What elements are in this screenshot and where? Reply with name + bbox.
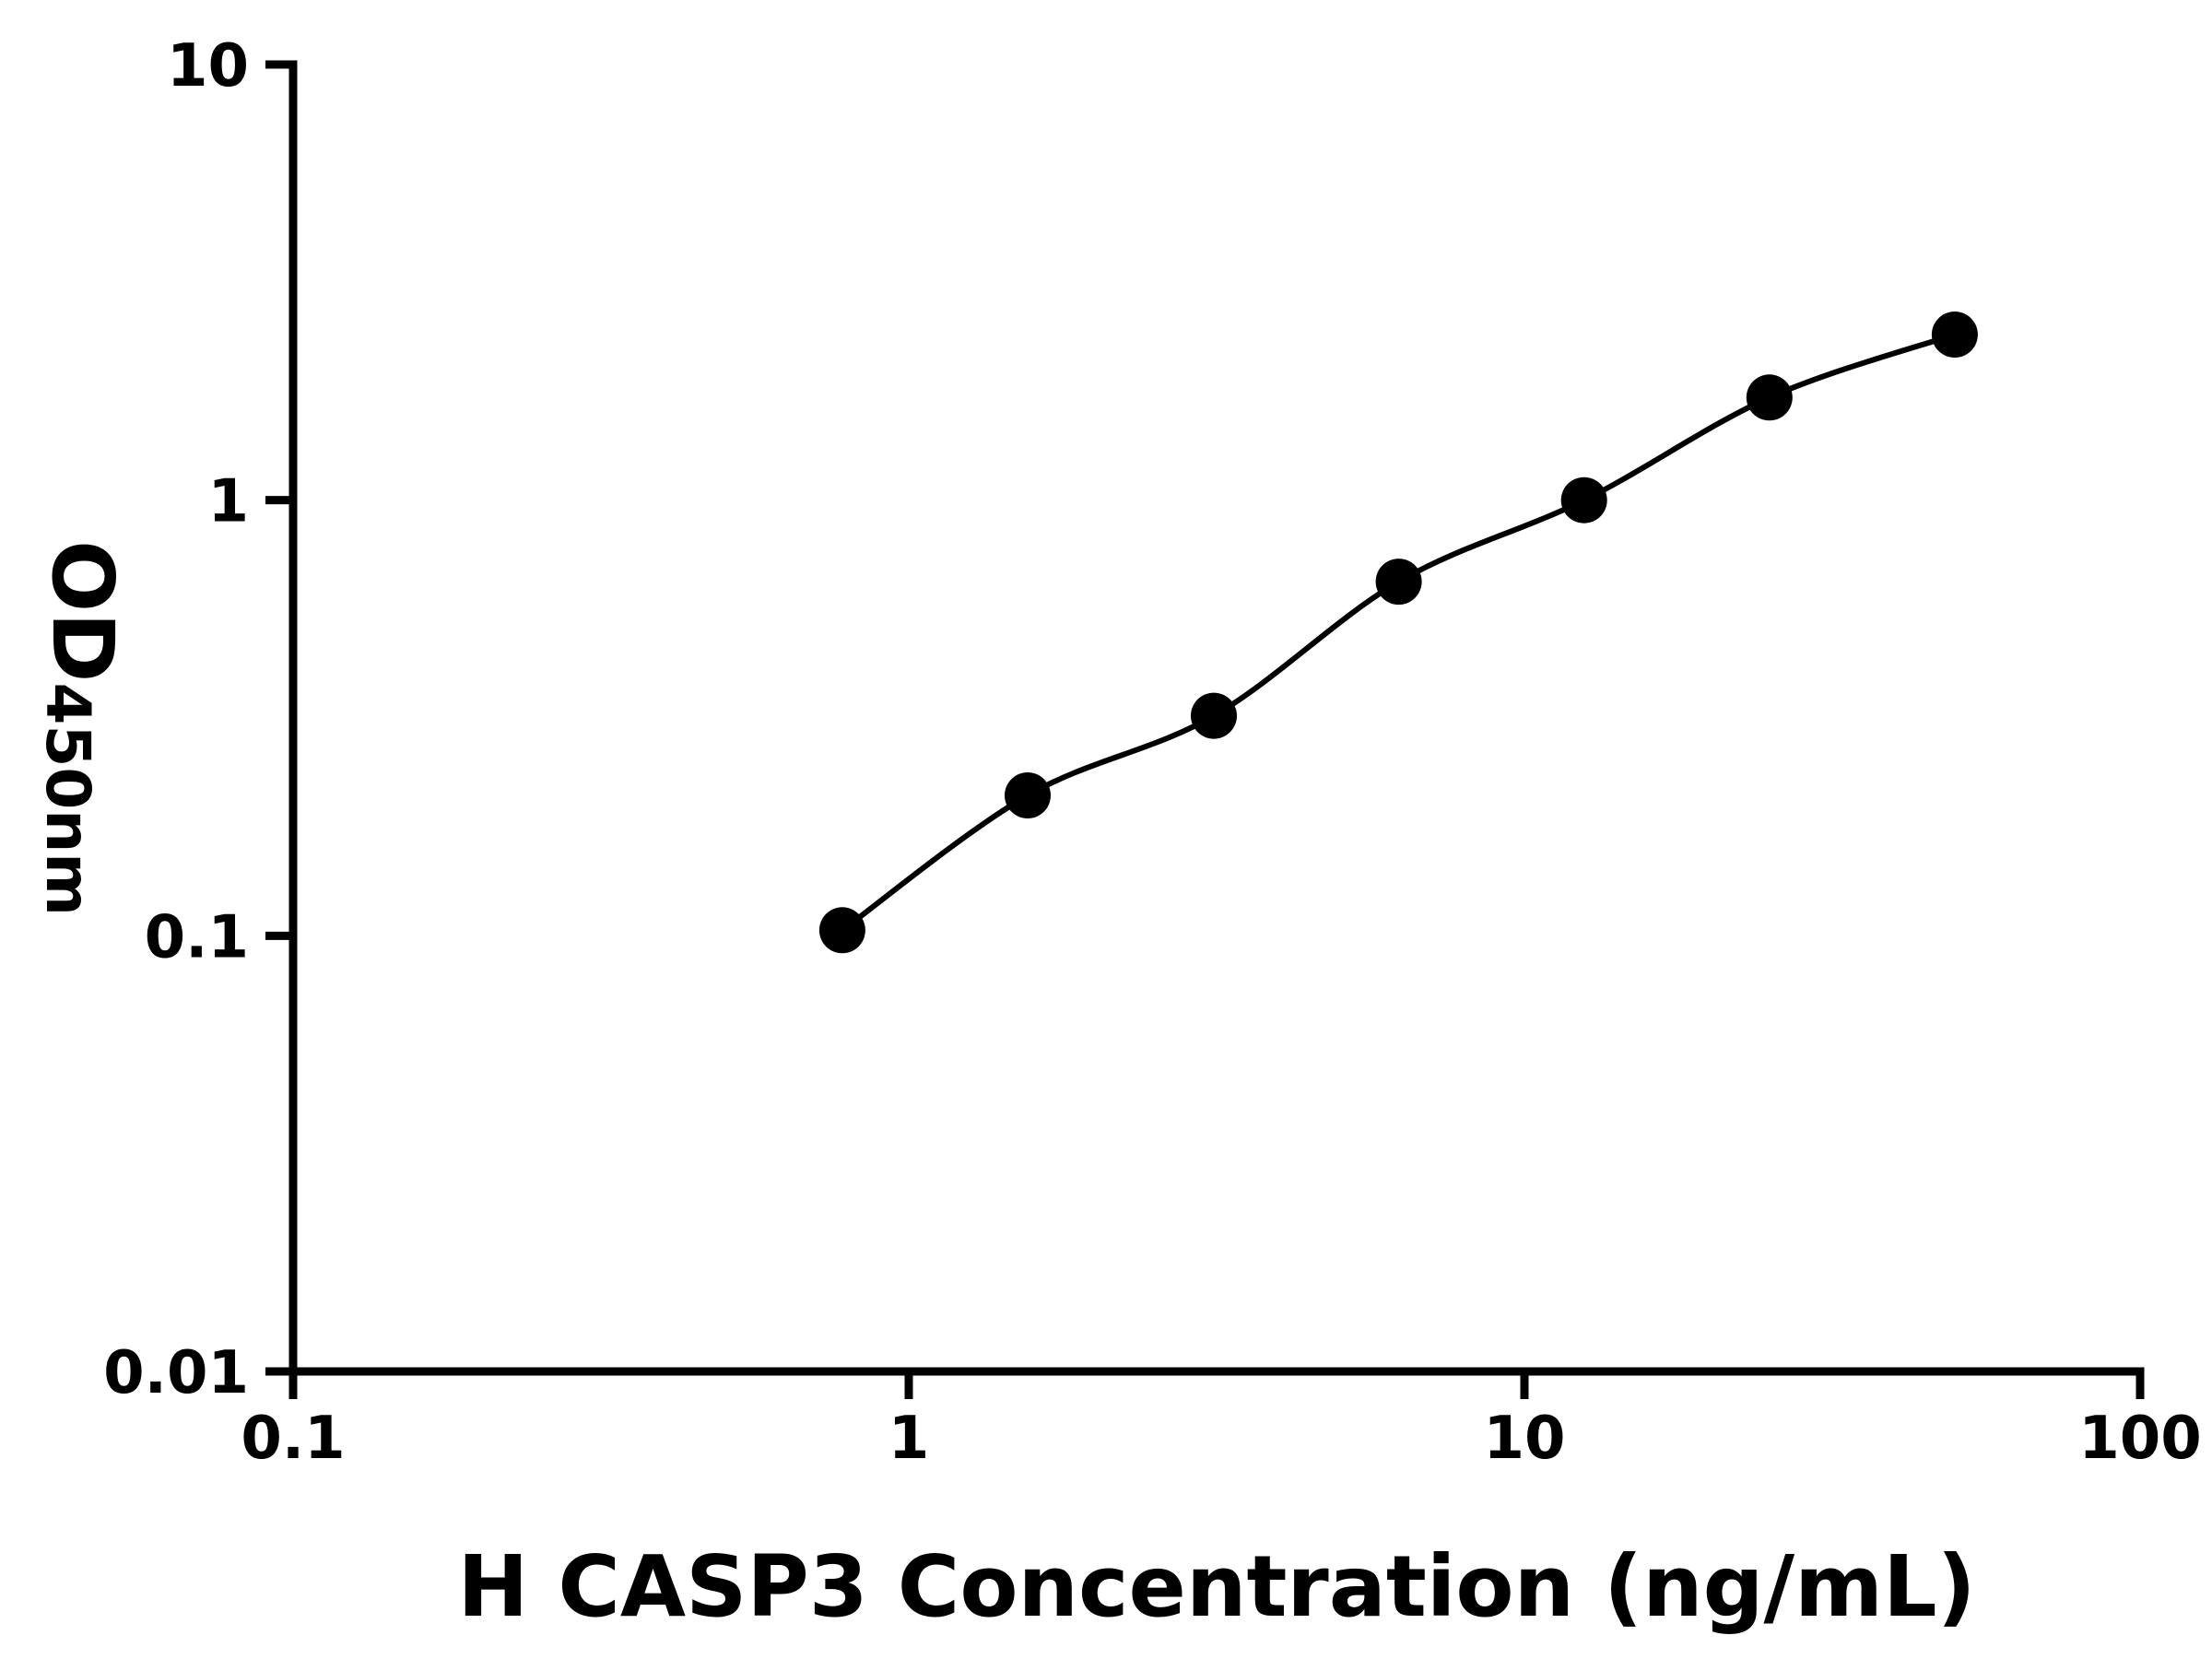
data-point-marker <box>818 907 865 954</box>
data-point-marker <box>1191 692 1237 739</box>
data-point-marker <box>1560 477 1607 524</box>
y-tick-label: 1 <box>207 468 249 536</box>
y-axis-title-subscript: 450nm <box>32 682 104 917</box>
x-tick-label: 1 <box>888 1405 930 1473</box>
x-axis-title: H CASP3 Concentration (ng/mL) <box>457 1537 1976 1636</box>
y-tick-label: 0.1 <box>145 903 249 971</box>
x-tick-label: 0.1 <box>241 1405 345 1473</box>
data-point-marker <box>1746 374 1793 421</box>
x-tick-label: 100 <box>2078 1405 2202 1473</box>
y-axis-title-main: OD <box>33 539 133 683</box>
y-tick-label: 10 <box>167 32 249 100</box>
data-point-marker <box>1375 559 1422 606</box>
data-point-marker <box>1005 772 1051 818</box>
x-tick-label: 10 <box>1483 1405 1565 1473</box>
data-point-marker <box>1931 312 1978 358</box>
y-tick-label: 0.01 <box>103 1339 249 1407</box>
standard-curve-line <box>841 332 1956 933</box>
y-axis-title: OD 450nm <box>32 535 134 922</box>
